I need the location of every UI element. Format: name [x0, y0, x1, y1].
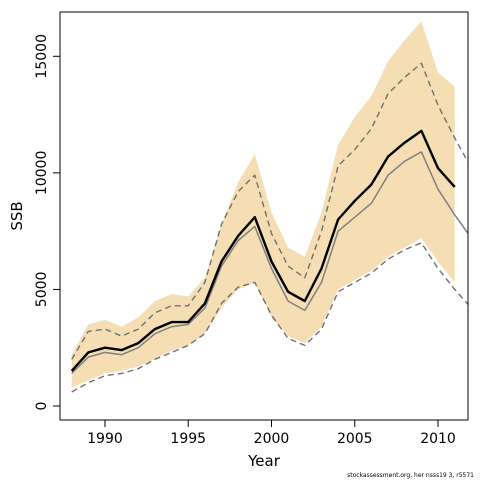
x-axis-title: Year — [247, 452, 281, 470]
x-axis: 1990 1995 2000 2005 2010 — [87, 420, 456, 447]
series-line-2 — [71, 151, 468, 374]
footer-credit: stockassessment.org, her nsss19 3, r5571 — [347, 472, 474, 479]
plot-frame — [59, 11, 469, 421]
series-group — [70, 21, 468, 393]
x-tick-label: 1995 — [170, 431, 206, 447]
x-tick-label: 2000 — [254, 431, 290, 447]
series-line-1 — [70, 129, 456, 372]
y-tick-label: 15000 — [34, 34, 50, 79]
x-tick-label: 1990 — [87, 431, 123, 447]
y-axis: 0 5000 10000 15000 — [34, 34, 60, 410]
x-tick-label: 2005 — [337, 431, 373, 447]
y-tick-label: 5000 — [34, 272, 50, 308]
series-line-4 — [71, 242, 468, 393]
plot-area — [70, 21, 468, 393]
y-axis-title: SSB — [8, 201, 26, 230]
series-line-3 — [71, 62, 468, 360]
y-tick-label: 0 — [34, 402, 50, 411]
y-tick-label: 10000 — [34, 151, 50, 196]
x-tick-label: 2010 — [420, 431, 456, 447]
